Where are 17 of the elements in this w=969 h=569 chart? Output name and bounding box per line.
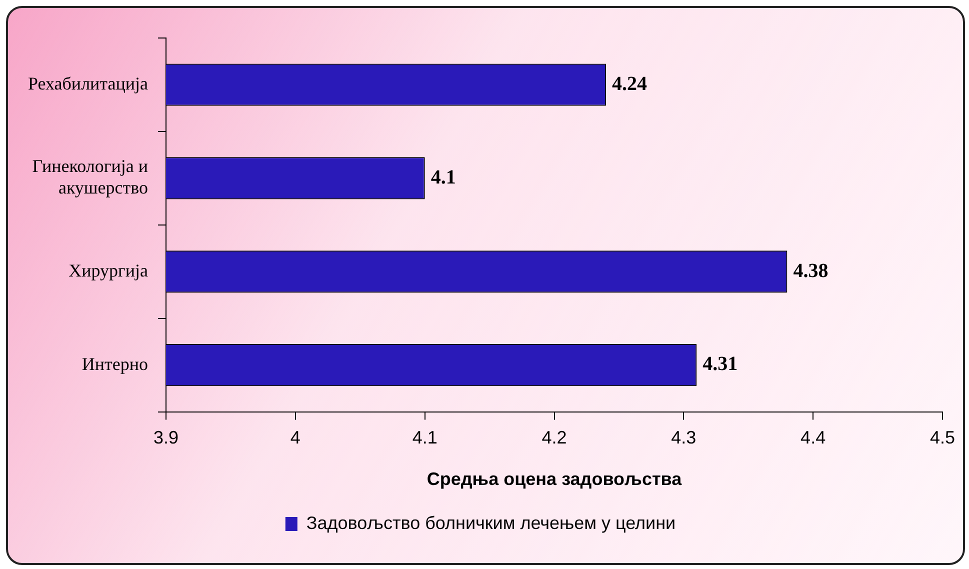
y-tick-label: Гинекологија и акушерство xyxy=(32,156,148,198)
x-axis-title: Средња оцена задовољства xyxy=(426,469,683,490)
data-label: 4.1 xyxy=(430,166,456,188)
y-tick-label: Хирургија xyxy=(68,260,148,280)
legend-label: Задовољство болничким лечењем у целини xyxy=(306,512,676,533)
x-tick-label: 4.5 xyxy=(930,428,956,448)
x-tick-label: 4.1 xyxy=(412,428,438,448)
y-tick-label: Рехабилитација xyxy=(28,73,148,94)
x-tick-label: 4.2 xyxy=(542,428,567,448)
y-tick-label: Интерно xyxy=(82,354,148,374)
data-label: 4.31 xyxy=(702,353,738,376)
x-tick-label: 4.3 xyxy=(671,428,696,448)
x-tick-label: 4.4 xyxy=(800,428,826,448)
x-tick-label: 4 xyxy=(290,428,300,448)
data-label: 4.38 xyxy=(793,260,828,282)
x-tick-label: 3.9 xyxy=(154,428,179,448)
data-label: 4.24 xyxy=(612,72,648,95)
